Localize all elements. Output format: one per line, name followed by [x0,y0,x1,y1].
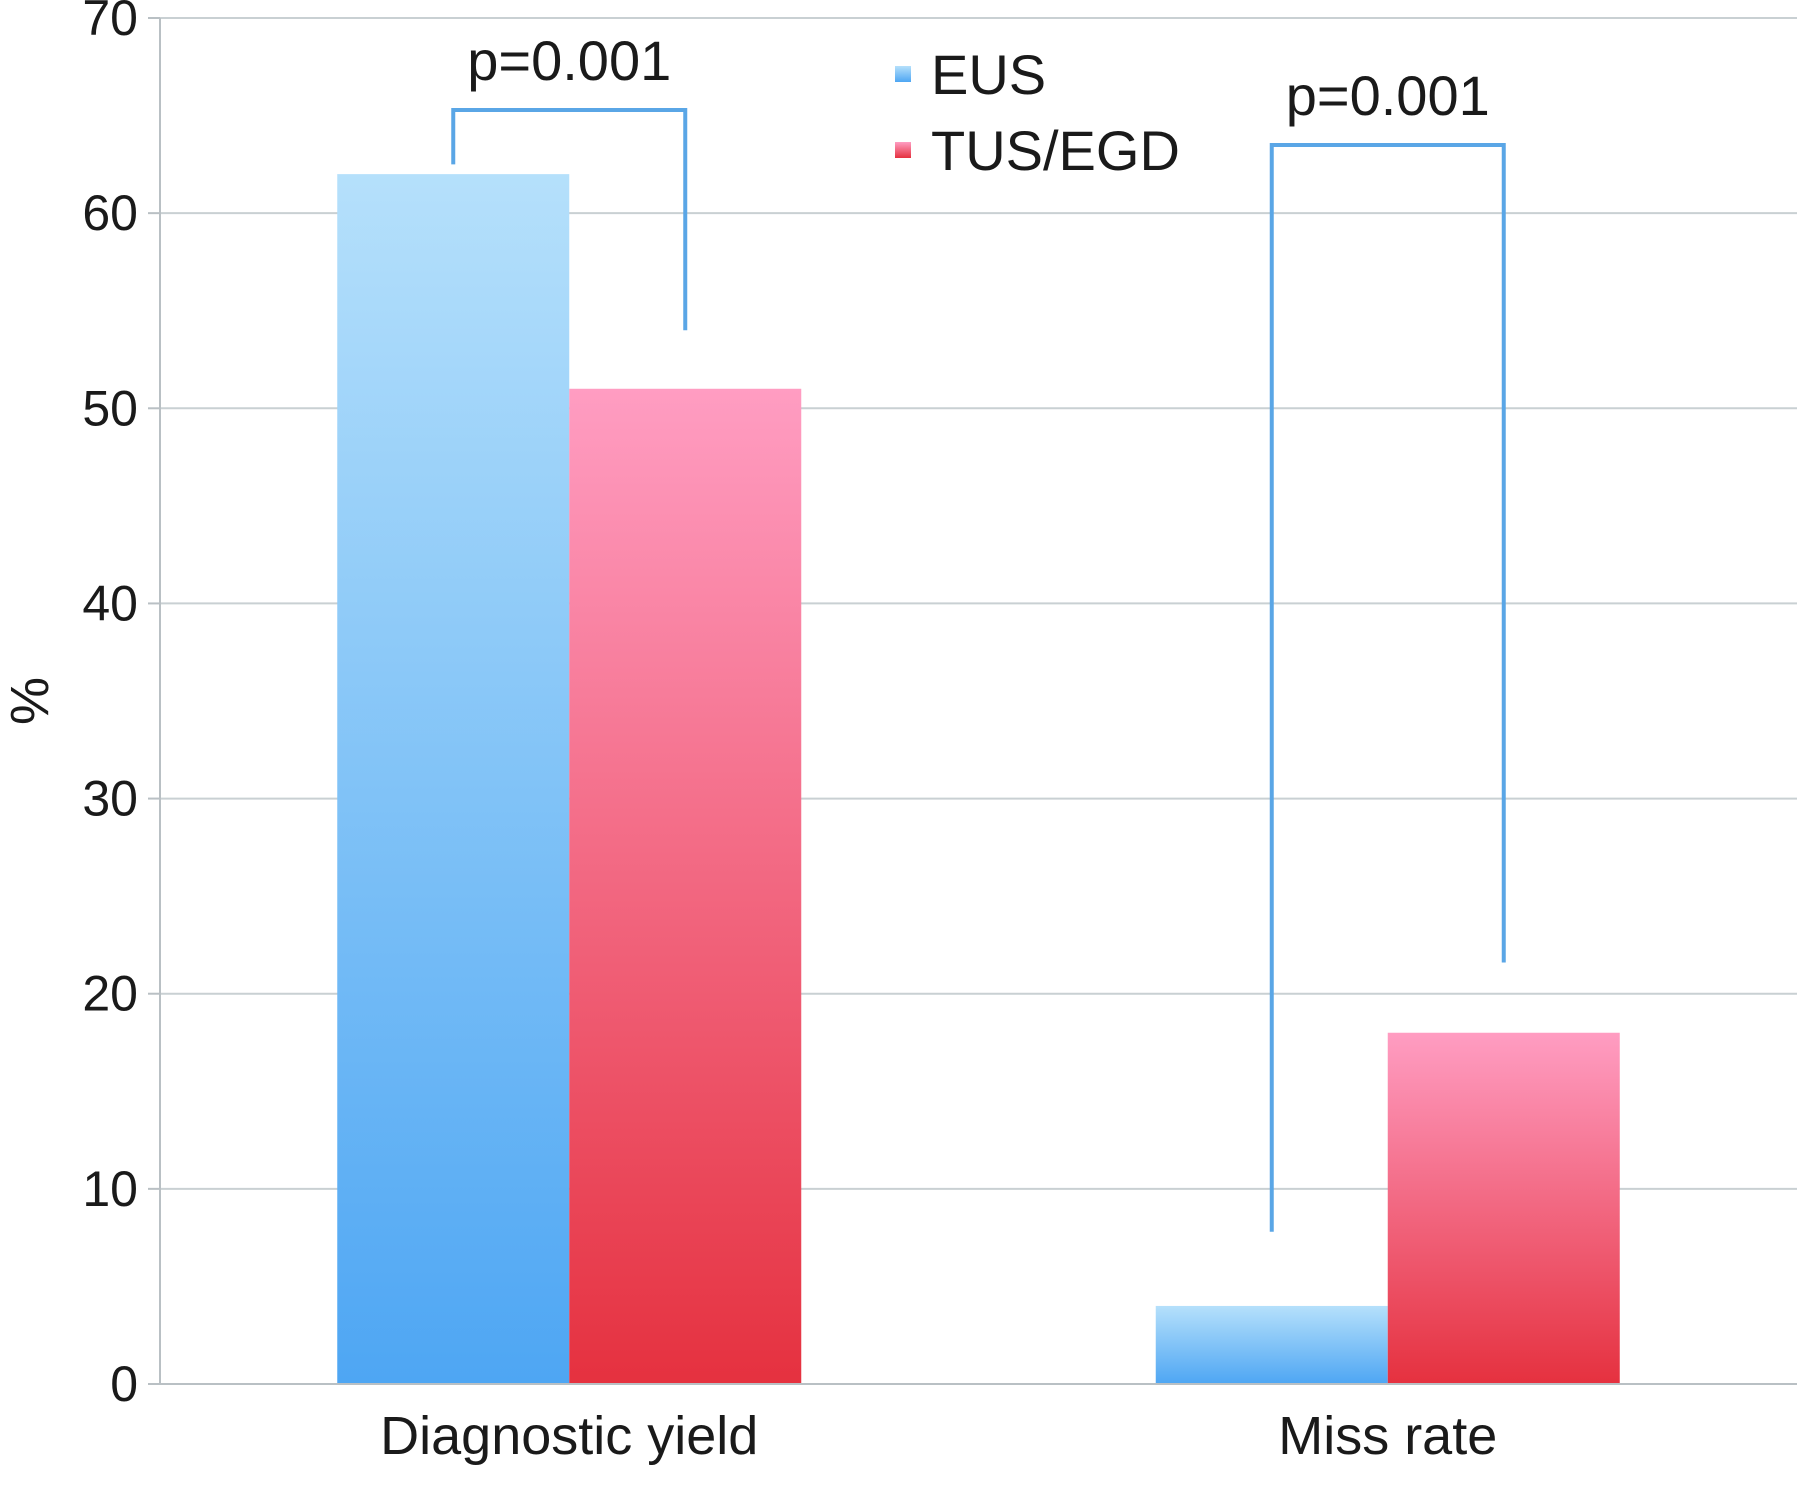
bar-eus-1 [1155,1305,1388,1384]
legend-label-0: EUS [931,43,1046,106]
y-tick-label: 60 [82,185,138,241]
y-tick-label: 40 [82,575,138,631]
x-tick-label: Diagnostic yield [380,1406,758,1466]
bars [337,174,1620,1385]
significance-bracket [451,108,688,331]
y-tick-label: 0 [110,1356,138,1412]
legend: EUS TUS/EGD [895,43,1180,182]
y-tick-label: 10 [82,1161,138,1217]
p-value-label: p=0.001 [1286,64,1490,127]
bar-eus-0 [337,174,570,1385]
bar-tus-egd-0 [569,388,802,1384]
legend-label-1: TUS/EGD [931,119,1180,182]
x-tick-label: Miss rate [1278,1406,1497,1466]
legend-swatch-1 [895,142,911,158]
p-value-label: p=0.001 [467,29,671,92]
y-tick-label: 20 [82,966,138,1022]
y-tick-label: 30 [82,771,138,827]
y-axis-label: % [0,677,60,725]
y-tick-label: 70 [82,0,138,46]
y-tick-label: 50 [82,380,138,436]
legend-swatch-0 [895,66,911,82]
annotations: p=0.001 p=0.001 [451,29,1506,1232]
bar-tus-egd-1 [1387,1032,1620,1384]
significance-bracket [1269,143,1506,1232]
